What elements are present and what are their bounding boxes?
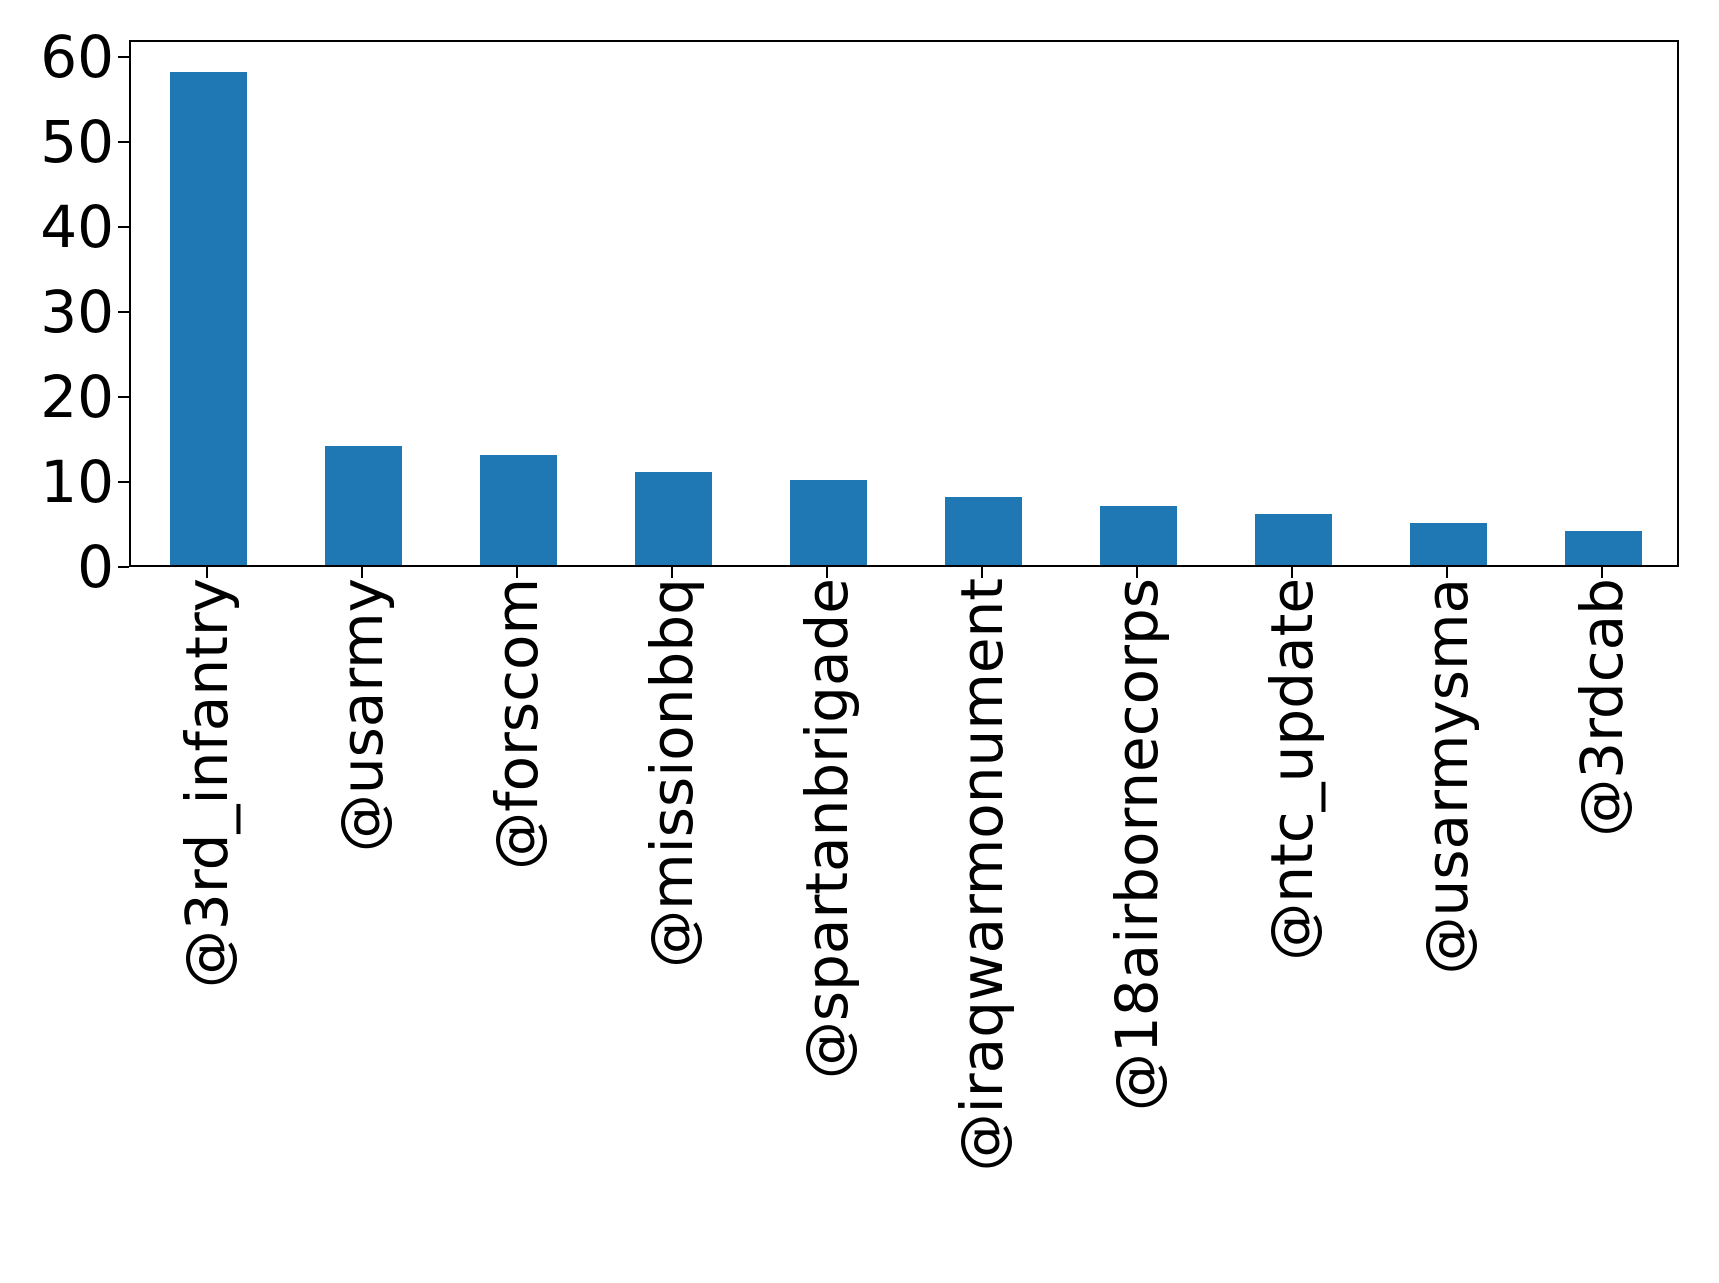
x-tick-mark (515, 567, 518, 578)
y-tick-label: 10 (40, 448, 114, 516)
y-axis-tick-marks (118, 40, 129, 568)
y-tick-mark (118, 481, 129, 483)
x-tick-label: @missionbbq (637, 578, 706, 968)
bar (1254, 514, 1333, 565)
x-tick-mark (670, 567, 673, 578)
y-tick-mark (118, 226, 129, 228)
y-tick-mark (118, 311, 129, 313)
x-tick-mark (825, 567, 828, 578)
x-tick-label: @usarmysma (1412, 578, 1481, 975)
bar (1564, 531, 1643, 565)
x-tick-label: @3rd_infantry (172, 578, 241, 989)
plot-area (131, 42, 1677, 565)
y-tick-label: 40 (40, 193, 114, 261)
x-axis-tick-labels: @3rd_infantry @usarmy @forscom @missionbbq @… (129, 578, 1679, 1278)
x-tick-mark (1135, 567, 1138, 578)
x-tick-label: @3rdcab (1567, 578, 1636, 837)
plot-axes-frame (129, 40, 1679, 567)
x-tick-label: @usarmy (327, 578, 396, 853)
x-tick-label: @ntc_update (1257, 578, 1326, 961)
x-tick-mark (1290, 567, 1293, 578)
x-axis-tick-marks (129, 567, 1679, 578)
y-tick-mark (118, 566, 129, 568)
bar (324, 446, 403, 565)
x-tick-mark (1445, 567, 1448, 578)
y-tick-label: 60 (40, 23, 114, 91)
x-tick-label: @iraqwarmonument (947, 578, 1016, 1172)
y-tick-label: 30 (40, 278, 114, 346)
y-tick-mark (118, 396, 129, 398)
bar (169, 72, 248, 565)
bar (634, 471, 713, 565)
x-tick-label: @forscom (482, 578, 551, 870)
y-tick-mark (118, 141, 129, 143)
y-tick-label: 50 (40, 108, 114, 176)
y-tick-label: 0 (77, 533, 114, 601)
bar (1099, 505, 1178, 565)
bar (944, 497, 1023, 565)
y-tick-mark (118, 56, 129, 58)
x-tick-mark (980, 567, 983, 578)
x-tick-mark (360, 567, 363, 578)
bar (479, 454, 558, 565)
y-axis-tick-labels: 0 10 20 30 40 50 60 (0, 28, 114, 596)
x-tick-mark (205, 567, 208, 578)
x-tick-mark (1600, 567, 1603, 578)
x-tick-label: @spartanbrigade (792, 578, 861, 1080)
bar (789, 480, 868, 565)
x-tick-label: @18airbornecorps (1102, 578, 1171, 1112)
y-tick-label: 20 (40, 363, 114, 431)
bar (1409, 522, 1488, 565)
